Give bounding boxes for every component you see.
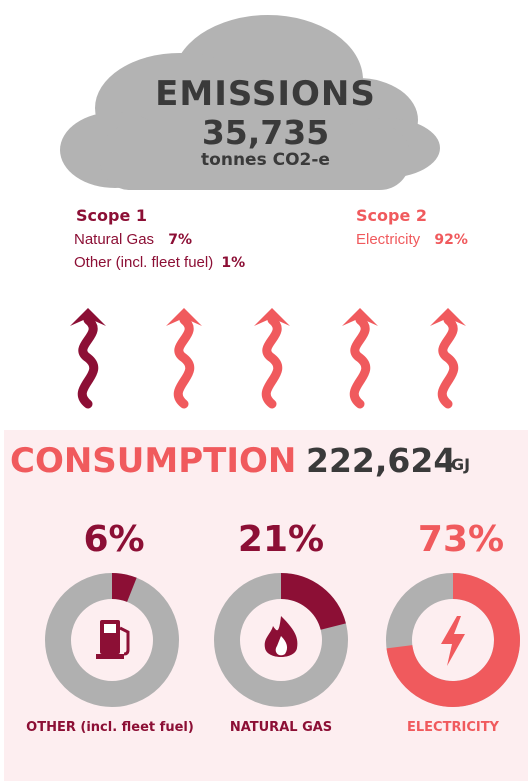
percent-label-other: 6%	[83, 519, 145, 560]
category-label-electricity: ELECTRICITY	[407, 720, 499, 735]
wavy-arrow-icon	[173, 315, 195, 409]
donut-segment-other	[111, 573, 137, 603]
percent-label-natural-gas: 21%	[237, 519, 325, 560]
scope1-row-other: Other (incl. fleet fuel) 1%	[74, 254, 245, 271]
scope2-row-label: Electricity	[356, 231, 421, 248]
scope1-row-percent: 7%	[168, 232, 192, 248]
donut-natural-gas	[214, 573, 348, 707]
flame-icon	[264, 616, 298, 657]
arrow-head-icon	[254, 308, 290, 326]
consumption-title: CONSUMPTION	[10, 441, 297, 481]
donut-other	[45, 573, 179, 707]
scope1-row-natural-gas: Natural Gas 7%	[74, 231, 192, 248]
arrow-head-icon	[70, 308, 106, 326]
wavy-arrow-icon	[77, 315, 99, 409]
scope2-heading: Scope 2	[356, 206, 428, 225]
arrow-head-icon	[166, 308, 202, 326]
emission-arrows	[70, 308, 466, 409]
consumption-unit: GJ	[451, 455, 471, 474]
donut-segment-natural-gas	[280, 573, 346, 631]
consumption-panel	[4, 430, 528, 781]
arrow-head-icon	[342, 308, 378, 326]
scope1-heading: Scope 1	[76, 206, 148, 225]
category-label-natural-gas: NATURAL GAS	[229, 720, 333, 735]
arrow-head-icon	[430, 308, 466, 326]
emissions-value: 35,735	[201, 113, 330, 152]
emissions-cloud	[60, 15, 440, 190]
wavy-arrow-icon	[437, 315, 459, 409]
scope1-row-label: Natural Gas	[74, 231, 155, 248]
consumption-total: 222,624	[306, 441, 457, 480]
lightning-icon	[441, 616, 465, 666]
wavy-arrow-icon	[349, 315, 371, 409]
donut-electricity	[386, 573, 520, 707]
scope1-row-percent: 1%	[221, 255, 246, 271]
scope2-row-electricity: Electricity 92%	[356, 231, 468, 248]
percent-label-electricity: 73%	[417, 519, 505, 560]
category-label-other: OTHER (incl. fleet fuel)	[26, 720, 194, 735]
emissions-title: EMISSIONS	[155, 74, 376, 114]
scope1-row-label: Other (incl. fleet fuel)	[74, 254, 214, 271]
fuel-pump-icon	[96, 620, 130, 659]
emissions-unit: tonnes CO2-e	[201, 150, 330, 170]
scope2-row-percent: 92%	[434, 232, 468, 248]
donut-segment-electricity	[386, 573, 520, 707]
wavy-arrow-icon	[261, 315, 283, 409]
